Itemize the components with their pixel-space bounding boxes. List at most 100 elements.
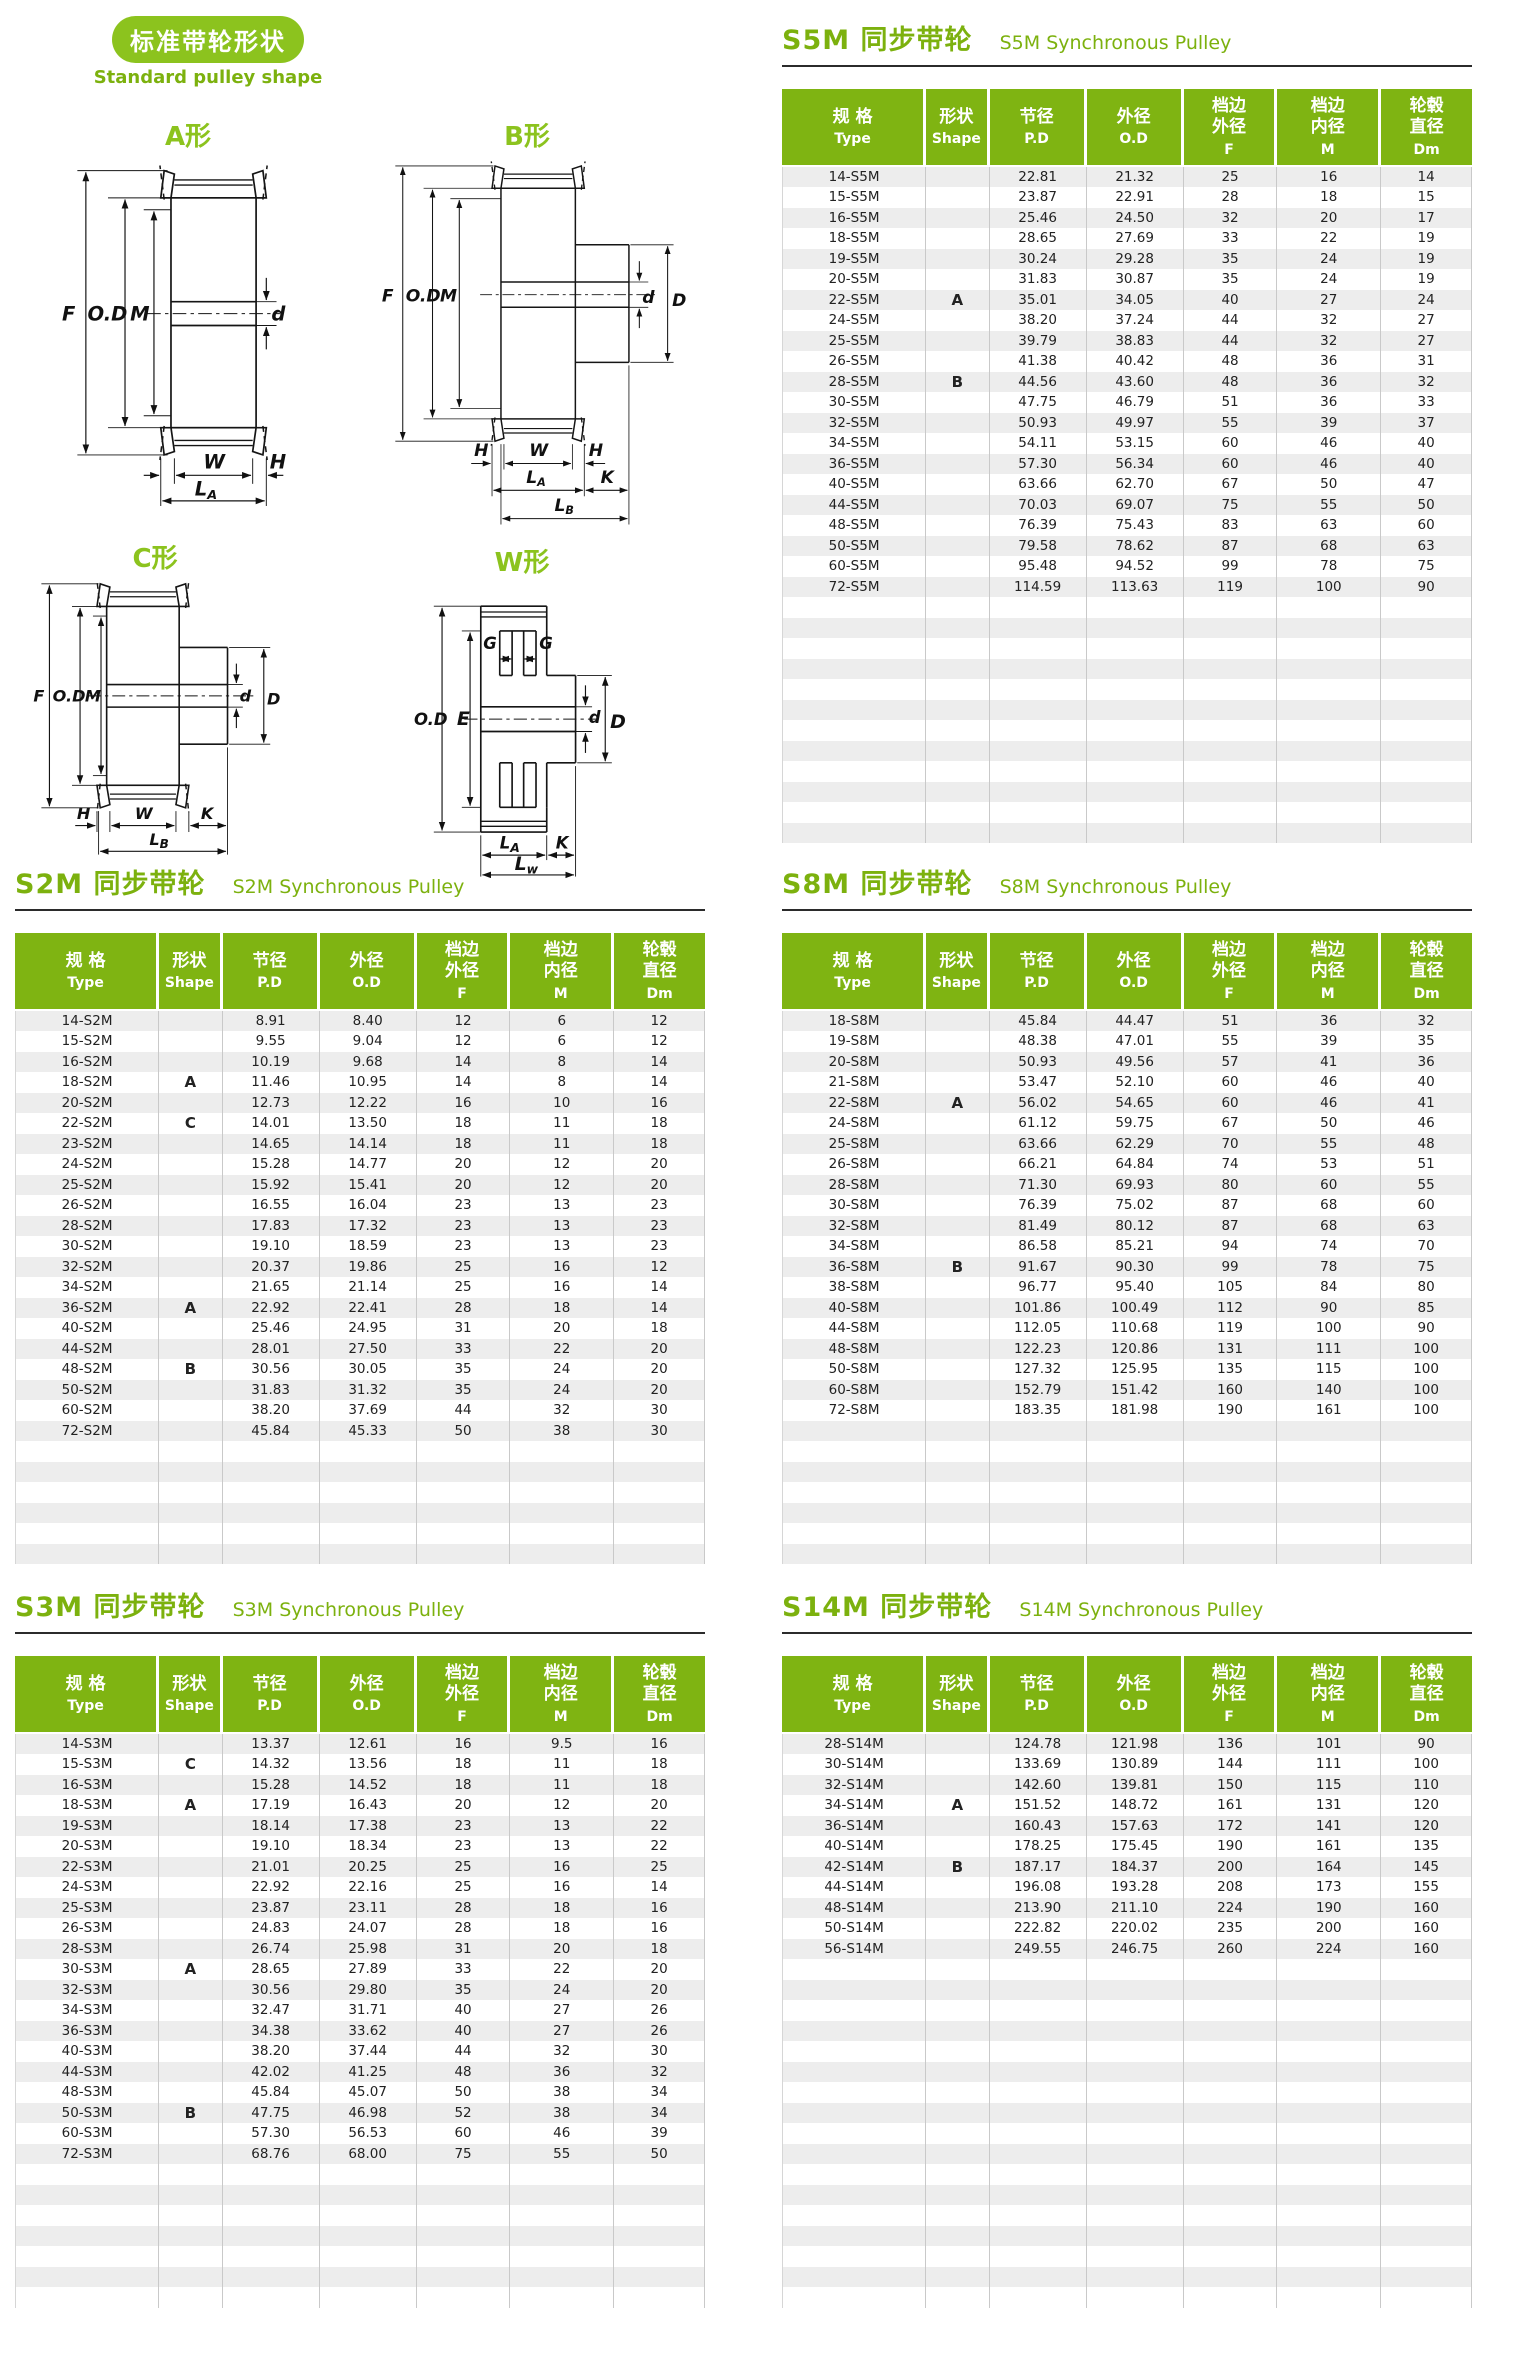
table-row: 14-S5M 22.81 21.32 25 16 14 xyxy=(782,166,1472,188)
column-header-od: 外径 O.D xyxy=(319,1656,417,1734)
section-subtitle: S14M Synchronous Pulley xyxy=(1019,1599,1264,1621)
cell xyxy=(926,2102,990,2124)
cell: 140 xyxy=(1277,1379,1382,1401)
cell xyxy=(1277,740,1382,762)
cell xyxy=(159,1502,223,1524)
cell: C xyxy=(159,1113,223,1134)
s5m-table: 规 格 Type 形状 Shape 节径 P.D 外径 O.D 档边 外径 F 档边 内径 M 轮毂 直径 Dm… xyxy=(782,89,1472,844)
cell xyxy=(1277,2123,1382,2144)
cell xyxy=(223,2205,320,2226)
table-row: 36-S5M 57.30 56.34 60 46 40 xyxy=(782,453,1472,475)
cell: 12 xyxy=(510,1154,615,1175)
diagram-c-shape: C形 F O.D M xyxy=(10,538,300,857)
cell xyxy=(926,1877,990,1898)
cell: 13 xyxy=(510,1815,615,1837)
cell xyxy=(782,2020,927,2042)
cell: 40-S3M xyxy=(15,2041,160,2062)
cell: 31.83 xyxy=(990,269,1087,290)
cell: 16 xyxy=(416,1092,511,1114)
cell: 151.42 xyxy=(1086,1379,1184,1401)
cell: 18 xyxy=(416,1774,511,1796)
cell xyxy=(1087,2205,1184,2226)
table-row: 48-S5M 76.39 75.43 83 63 60 xyxy=(782,515,1472,536)
cell: 20 xyxy=(416,1174,511,1196)
empty-row xyxy=(15,2225,705,2247)
cell xyxy=(926,597,990,618)
cell: 48-S8M xyxy=(782,1338,927,1360)
cell: 18.34 xyxy=(320,1836,417,1857)
cell xyxy=(926,2287,990,2308)
cell xyxy=(1183,1461,1278,1483)
cell: 37.69 xyxy=(320,1400,417,1421)
empty-row xyxy=(782,1441,1472,1462)
cell xyxy=(159,2143,223,2165)
cell: 40 xyxy=(1381,433,1472,454)
cell: 40 xyxy=(417,2000,511,2021)
cell xyxy=(1183,740,1278,762)
cell: 14.65 xyxy=(222,1133,320,1155)
cell: 45.33 xyxy=(319,1420,417,1442)
cell: 50-S14M xyxy=(782,1918,927,1939)
cell: 34-S5M xyxy=(782,433,927,454)
cell: 74 xyxy=(1277,1236,1382,1257)
cell xyxy=(416,1461,511,1483)
cell: 62.70 xyxy=(1087,474,1184,495)
cell: 190 xyxy=(1184,1836,1278,1857)
section-s2m: S2M 同步带轮 S2M Synchronous Pulley 规 格 Type 形… xyxy=(15,862,705,1565)
cell: 24 xyxy=(510,1379,615,1401)
cell xyxy=(926,1502,990,1524)
cell: 50-S8M xyxy=(782,1359,927,1380)
table-row: 34-S2M 21.65 21.14 25 16 14 xyxy=(15,1277,705,1298)
empty-row xyxy=(782,2020,1472,2042)
dim-label-w: W xyxy=(135,804,154,823)
cell: 27 xyxy=(510,2000,615,2021)
cell: 121.98 xyxy=(1086,1733,1184,1755)
table-row: 48-S14M 213.90 211.10 224 190 160 xyxy=(782,1897,1472,1919)
cell: 9.55 xyxy=(223,1031,320,1052)
cell xyxy=(990,1959,1087,1980)
cell: 72-S5M xyxy=(782,576,927,598)
cell: 35.01 xyxy=(989,289,1087,311)
cell: 48-S5M xyxy=(782,515,927,536)
table-row: 26-S3M 24.83 24.07 28 18 16 xyxy=(15,1918,705,1939)
cell xyxy=(159,2225,223,2247)
cell xyxy=(1277,802,1382,823)
cell: A xyxy=(159,1072,223,1093)
table-row: 18-S3M A 17.19 16.43 20 12 20 xyxy=(15,1795,705,1816)
cell xyxy=(614,2184,705,2206)
cell xyxy=(159,2020,223,2042)
cell xyxy=(1183,2225,1278,2247)
cell xyxy=(159,1236,223,1257)
cell xyxy=(990,1523,1087,1544)
dim-label-dd: D xyxy=(672,291,686,311)
table-row: 42-S14M B 187.17 184.37 200 164 145 xyxy=(782,1856,1472,1878)
cell xyxy=(782,597,927,618)
cell xyxy=(222,2184,320,2206)
cell xyxy=(1277,597,1382,618)
cell xyxy=(1087,761,1184,782)
cell xyxy=(159,2061,223,2083)
cell xyxy=(926,1733,990,1755)
cell xyxy=(989,1420,1087,1442)
cell: 18.59 xyxy=(320,1236,417,1257)
cell xyxy=(1381,679,1472,700)
cell: 99 xyxy=(1184,556,1278,577)
cell xyxy=(1086,1461,1184,1483)
cell: 10.95 xyxy=(320,1072,417,1093)
cell: 30.24 xyxy=(989,248,1087,270)
cell: 18 xyxy=(510,1297,615,1319)
cell: 23.87 xyxy=(222,1897,320,1919)
cell xyxy=(614,1523,705,1544)
cell: 22.16 xyxy=(320,1877,417,1898)
cell: 12 xyxy=(614,1010,705,1032)
cell xyxy=(990,761,1087,782)
cell xyxy=(159,1338,223,1360)
table-row: 25-S5M 39.79 38.83 44 32 27 xyxy=(782,330,1472,352)
cell xyxy=(1381,2020,1472,2042)
dim-label-d: d xyxy=(240,686,252,705)
table-row: 28-S3M 26.74 25.98 31 20 18 xyxy=(15,1938,705,1960)
cell: 50 xyxy=(1381,494,1472,516)
cell: 90 xyxy=(1381,1733,1472,1755)
cell xyxy=(222,1502,320,1524)
cell: 56.02 xyxy=(989,1092,1087,1114)
